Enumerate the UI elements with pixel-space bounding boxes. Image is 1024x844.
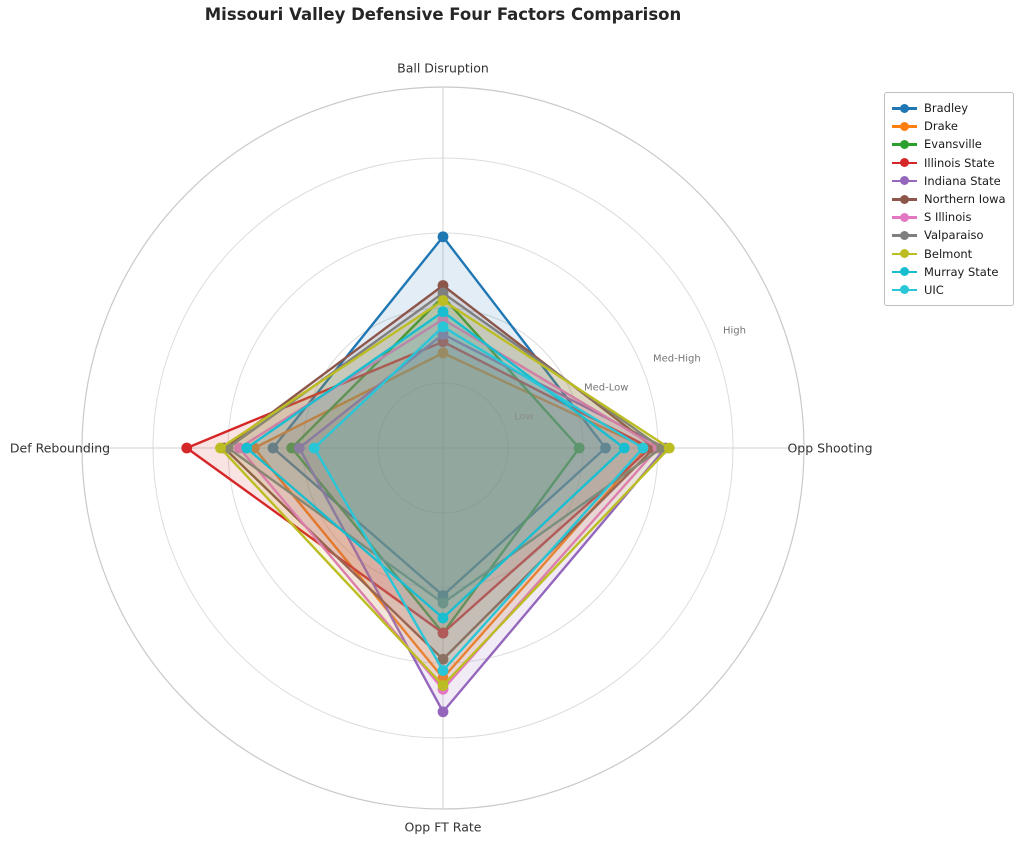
data-point-indiana-state xyxy=(293,442,305,454)
data-point-murray-state xyxy=(618,442,630,454)
legend-marker-icon xyxy=(892,194,917,204)
data-point-bradley xyxy=(437,590,449,601)
series-fill-drake xyxy=(254,353,647,678)
series-bradley xyxy=(267,231,611,601)
data-point-illinois-state xyxy=(437,336,449,348)
data-point-uic xyxy=(308,442,320,454)
legend-label: UIC xyxy=(924,282,944,297)
axis-label-opp-ft-rate: Opp FT Rate xyxy=(404,819,482,835)
legend-label: Illinois State xyxy=(924,155,995,170)
data-point-belmont xyxy=(437,295,449,306)
legend-item-valparaiso: Valparaiso xyxy=(892,226,1005,244)
legend-marker-icon xyxy=(892,158,917,168)
legend-label: Indiana State xyxy=(924,173,1001,188)
legend-marker-icon xyxy=(892,121,917,131)
legend-item-bradley: Bradley xyxy=(892,99,1005,117)
series-fill-evansville xyxy=(291,296,580,633)
data-point-valparaiso xyxy=(437,287,449,299)
data-point-illinois-state xyxy=(181,442,193,454)
radial-tick-med-high: Med-High xyxy=(653,353,701,365)
data-point-belmont xyxy=(437,680,449,691)
data-point-evansville xyxy=(286,442,298,454)
legend-marker-icon xyxy=(892,267,917,277)
legend-item-murray-state: Murray State xyxy=(892,263,1005,281)
legend-label: Bradley xyxy=(924,101,969,116)
data-point-illinois-state xyxy=(437,627,449,639)
data-point-bradley xyxy=(437,231,449,243)
series-fill-northern-iowa xyxy=(224,285,655,660)
legend-label: Murray State xyxy=(924,264,999,279)
series-fill-indiana-state xyxy=(299,334,666,712)
legend-item-northern-iowa: Northern Iowa xyxy=(892,190,1006,208)
data-point-murray-state xyxy=(437,612,449,624)
data-point-uic xyxy=(437,665,449,676)
data-point-indiana-state xyxy=(437,706,449,718)
data-point-s-illinois xyxy=(437,313,449,325)
series-fill-murray-state xyxy=(246,311,625,618)
data-point-bradley xyxy=(600,442,611,454)
legend-marker-icon xyxy=(892,176,917,186)
data-point-drake xyxy=(437,347,449,359)
data-point-evansville xyxy=(573,442,585,454)
legend-item-uic: UIC xyxy=(892,281,1005,299)
data-point-uic xyxy=(437,321,449,333)
radial-tick-high: High xyxy=(723,325,746,337)
data-point-s-illinois xyxy=(233,442,245,454)
legend-item-evansville: Evansville xyxy=(892,135,1005,153)
series-fill-bradley xyxy=(273,236,606,596)
series-murray-state xyxy=(241,306,630,624)
data-point-northern-iowa xyxy=(437,280,449,291)
legend-label: Evansville xyxy=(924,137,982,152)
legend-label: Northern Iowa xyxy=(924,192,1006,207)
data-point-belmont xyxy=(663,442,675,454)
series-fill-illinois-state xyxy=(186,341,651,633)
legend: Bradley Drake Evansville Illinois State Indi… xyxy=(884,92,1014,307)
legend-item-belmont: Belmont xyxy=(892,245,1005,263)
data-point-belmont xyxy=(215,442,226,454)
legend-label: S Illinois xyxy=(924,210,972,225)
data-point-indiana-state xyxy=(437,328,449,340)
series-indiana-state xyxy=(293,328,671,718)
axis-label-def-rebounding: Def Rebounding xyxy=(9,440,111,456)
series-fill-uic xyxy=(314,326,643,671)
legend-item-indiana-state: Indiana State xyxy=(892,172,1005,190)
legend-marker-icon xyxy=(892,212,917,222)
data-point-uic xyxy=(637,442,649,454)
legend-marker-icon xyxy=(892,103,917,113)
legend-item-s-illinois: S Illinois xyxy=(892,208,1005,226)
radial-tick-low: Low xyxy=(514,411,534,423)
legend-item-illinois-state: Illinois State xyxy=(892,154,1005,172)
legend-marker-icon xyxy=(892,249,917,259)
legend-marker-icon xyxy=(892,285,917,295)
legend-label: Belmont xyxy=(924,246,973,261)
legend-marker-icon xyxy=(892,139,917,149)
legend-label: Drake xyxy=(924,119,958,134)
axis-label-ball-disruption: Ball Disruption xyxy=(397,60,489,76)
series-uic xyxy=(308,321,649,676)
data-point-bradley xyxy=(267,442,279,454)
data-point-murray-state xyxy=(437,306,449,318)
legend-item-drake: Drake xyxy=(892,117,1005,135)
series-fill-s-illinois xyxy=(239,319,658,690)
data-point-drake xyxy=(437,672,449,684)
legend-label: Valparaiso xyxy=(924,228,984,243)
data-point-murray-state xyxy=(241,442,253,454)
chart-title: Missouri Valley Defensive Four Factors C… xyxy=(204,5,682,24)
data-point-northern-iowa xyxy=(437,653,449,665)
radial-tick-med-low: Med-Low xyxy=(584,382,629,394)
data-point-valparaiso xyxy=(437,597,449,609)
axis-label-opp-shooting: Opp Shooting xyxy=(787,440,873,456)
legend-marker-icon xyxy=(892,230,917,240)
